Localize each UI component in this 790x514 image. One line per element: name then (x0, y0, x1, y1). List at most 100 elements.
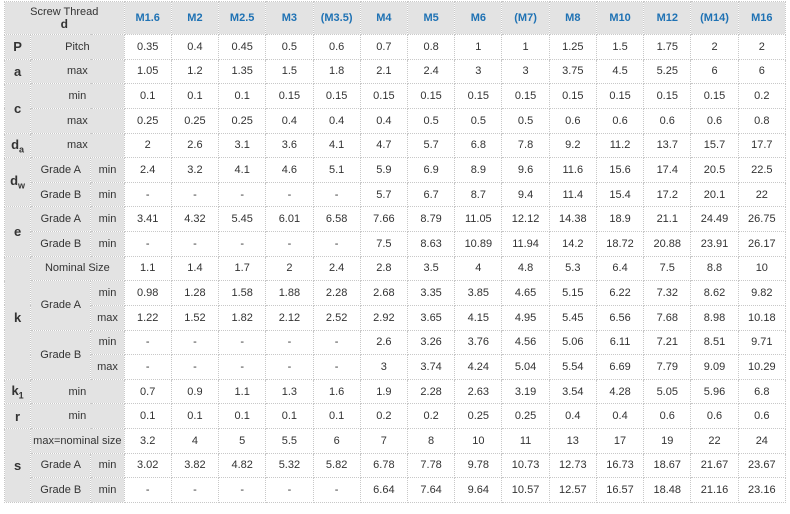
table-cell: 22 (737, 181, 787, 208)
table-cell: 6.7 (406, 181, 456, 208)
table-cell: 11.05 (454, 206, 503, 232)
table-cell: 8.79 (406, 206, 456, 232)
table-cell: 4.32 (170, 206, 220, 232)
table-cell: 2.68 (359, 280, 408, 306)
table-row: k Nominal Size 1.1 1.4 1.7 2 2.4 2.8 3.5 4 4.8 5.… (3, 255, 787, 380)
table-cell: 0.7 (123, 378, 172, 405)
table-cell: 24 (737, 428, 787, 454)
size-header: M6 (454, 1, 503, 35)
table-cell: 7.64 (406, 477, 456, 503)
row-label: min (90, 329, 125, 356)
table-cell: 23.16 (737, 477, 787, 503)
table-cell: 7.68 (643, 304, 692, 331)
table-cell: - (123, 477, 172, 503)
table-cell: 10.89 (454, 231, 503, 257)
table-cell: 5.54 (548, 354, 597, 380)
table-cell: 11.6 (548, 157, 597, 183)
table-cell: 5.45 (548, 304, 597, 331)
table-cell: 0.2 (406, 403, 456, 429)
table-cell: 1.5 (265, 58, 314, 85)
table-cell: 4.24 (454, 354, 503, 380)
table-cell: 0.6 (690, 107, 739, 134)
table-row: Grade A min 0.98 1.28 1.58 1.88 2.28 2.68 3.35… (5, 280, 787, 331)
symbol-e: e (3, 206, 32, 257)
table-cell: 6.9 (406, 157, 456, 183)
symbol-r: r (3, 403, 32, 429)
table-cell: 2 (737, 34, 787, 60)
corner-title: Screw Thread (30, 6, 99, 18)
table-cell: 2.1 (359, 58, 408, 85)
table-cell: 2.28 (406, 378, 456, 405)
table-cell: 0.15 (690, 83, 739, 109)
table-row: r min 0.1 0.1 0.1 0.1 0.1 0.2 0.2 0.25 0.25 0.4 0.… (3, 403, 787, 429)
row-label: min (90, 181, 125, 208)
table-cell: - (265, 231, 314, 257)
table-cell: 4.5 (595, 58, 645, 85)
table-cell: 26.75 (737, 206, 787, 232)
grade-label: Grade A (30, 280, 92, 331)
table-cell: 0.8 (406, 34, 456, 60)
size-header: M12 (643, 1, 692, 35)
table-cell: 21.1 (643, 206, 692, 232)
table-cell: 1.1 (218, 378, 267, 405)
table-row: a max 1.05 1.2 1.35 1.5 1.8 2.1 2.4 3 3 3.75 4.5 5.… (3, 58, 787, 85)
table-cell: 9.4 (501, 181, 550, 208)
table-cell: 3.41 (123, 206, 172, 232)
table-cell: 0.15 (643, 83, 692, 109)
grade-label: Grade B (30, 329, 92, 380)
grade-label: Grade A (30, 206, 92, 232)
table-row: Grade B min - - - - -6.64 7.64 9.64 10.57 12.57 1… (5, 477, 787, 503)
table-row: da max 2 2.6 3.1 3.6 4.1 4.7 5.7 6.8 7.8 9.2 11.2 1… (3, 132, 787, 159)
table-cell: 1.6 (312, 378, 361, 405)
table-cell: 6.8 (454, 132, 503, 159)
table-cell: 5.04 (501, 354, 550, 380)
table-cell: 1.8 (312, 58, 361, 85)
table-cell: 6.64 (359, 477, 408, 503)
table-cell: 5.15 (548, 280, 597, 306)
table-cell: 10.73 (501, 452, 550, 479)
table-cell: 6.56 (595, 304, 645, 331)
table-cell: 0.15 (454, 83, 503, 109)
table-cell: 2.8 (359, 255, 408, 282)
table-cell: 5.96 (690, 378, 739, 405)
table-cell: 26.17 (737, 231, 787, 257)
row-label: max (90, 354, 125, 380)
table-cell: 7 (359, 428, 408, 454)
table-cell: - (218, 231, 267, 257)
row-label: min (30, 378, 125, 405)
table-cell: 6 (690, 58, 739, 85)
table-cell: 5.06 (548, 329, 597, 356)
table-cell: 0.2 (359, 403, 408, 429)
table-cell: 19 (643, 428, 692, 454)
table-cell: 2.6 (359, 329, 408, 356)
size-header: M2.5 (218, 1, 267, 35)
table-cell: 3.2 (170, 157, 220, 183)
table-cell: 12.73 (548, 452, 597, 479)
symbol-k1: k1 (3, 378, 32, 405)
table-cell: - (170, 181, 220, 208)
table-row: P Pitch 0.35 0.4 0.45 0.5 0.6 0.7 0.8 1 1 1.25 1.5… (3, 34, 787, 60)
table-cell: 5.25 (643, 58, 692, 85)
table-cell: 1.52 (170, 304, 220, 331)
table-cell: 7.8 (501, 132, 550, 159)
row-label: min (30, 403, 125, 429)
table-cell: 2.63 (454, 378, 503, 405)
table-cell: 1.2 (170, 58, 220, 85)
table-cell: 16.57 (595, 477, 645, 503)
table-cell: 6.69 (595, 354, 645, 380)
table-cell: 4.1 (312, 132, 361, 159)
row-label: max=nominal size (30, 428, 125, 454)
table-cell: 14.2 (548, 231, 597, 257)
corner-symbol: d (60, 17, 68, 31)
row-label: min (90, 206, 125, 232)
table-cell: 1.05 (123, 58, 172, 85)
table-cell: 0.1 (123, 403, 172, 429)
table-cell: 22.5 (737, 157, 787, 183)
table-cell: 0.5 (265, 34, 314, 60)
table-cell: 8.63 (406, 231, 456, 257)
table-cell: 0.1 (218, 83, 267, 109)
table-cell: 1.1 (123, 255, 172, 282)
table-cell: 3.75 (548, 58, 597, 85)
table-cell: 6 (312, 428, 361, 454)
row-label: max (90, 304, 125, 331)
